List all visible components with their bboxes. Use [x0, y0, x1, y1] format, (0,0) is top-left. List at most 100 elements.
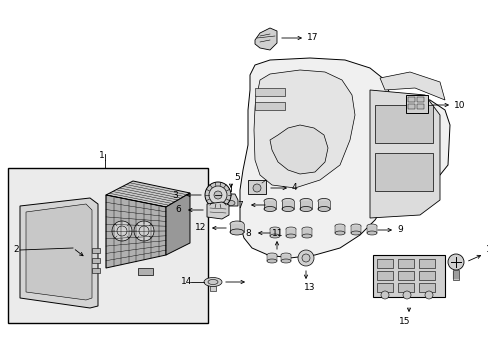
Circle shape	[208, 186, 226, 204]
Bar	[416, 104, 423, 109]
Bar	[8, 168, 207, 323]
Bar	[350, 226, 360, 233]
Polygon shape	[165, 193, 190, 255]
Ellipse shape	[299, 207, 311, 211]
Circle shape	[252, 184, 261, 192]
Text: 7: 7	[237, 201, 242, 210]
Ellipse shape	[285, 227, 295, 231]
Circle shape	[302, 254, 309, 262]
Circle shape	[204, 182, 230, 208]
Ellipse shape	[203, 278, 222, 287]
Bar	[209, 286, 216, 291]
Ellipse shape	[334, 231, 345, 235]
Bar	[254, 88, 285, 96]
Circle shape	[447, 254, 463, 270]
Bar	[452, 270, 458, 280]
Text: 4: 4	[291, 184, 297, 193]
Text: 3: 3	[172, 190, 177, 199]
Bar	[407, 104, 414, 109]
Bar	[264, 201, 275, 209]
Ellipse shape	[285, 234, 295, 238]
Ellipse shape	[299, 198, 311, 203]
Bar	[92, 248, 100, 253]
Bar	[247, 180, 265, 194]
Ellipse shape	[229, 221, 244, 227]
Text: 2: 2	[13, 246, 19, 255]
Polygon shape	[106, 181, 190, 207]
Bar	[254, 102, 285, 110]
Bar	[229, 224, 244, 232]
Bar	[372, 255, 444, 297]
Bar	[397, 283, 413, 292]
Ellipse shape	[207, 279, 218, 284]
Ellipse shape	[264, 198, 275, 203]
Circle shape	[402, 291, 410, 299]
Ellipse shape	[282, 198, 293, 203]
Ellipse shape	[264, 207, 275, 211]
Circle shape	[134, 221, 154, 241]
Bar	[407, 97, 414, 102]
Text: 8: 8	[244, 229, 250, 238]
Polygon shape	[254, 28, 276, 50]
Polygon shape	[379, 72, 444, 100]
Bar	[299, 201, 311, 209]
Bar	[418, 271, 434, 280]
Bar	[281, 255, 290, 261]
Bar	[374, 105, 432, 143]
Ellipse shape	[269, 227, 280, 231]
Ellipse shape	[229, 229, 244, 235]
Circle shape	[380, 291, 388, 299]
Ellipse shape	[281, 259, 290, 263]
Bar	[92, 258, 100, 263]
Bar	[374, 153, 432, 191]
Bar	[416, 97, 423, 102]
Bar	[285, 229, 295, 236]
Ellipse shape	[350, 231, 360, 235]
Ellipse shape	[269, 234, 280, 238]
Ellipse shape	[366, 224, 376, 228]
Polygon shape	[206, 202, 228, 219]
Bar	[266, 255, 276, 261]
Ellipse shape	[334, 224, 345, 228]
Circle shape	[214, 191, 222, 199]
Bar	[376, 271, 392, 280]
Text: 13: 13	[304, 284, 315, 292]
Text: 11: 11	[271, 230, 283, 238]
Text: 9: 9	[396, 225, 402, 234]
Polygon shape	[240, 58, 449, 258]
Polygon shape	[138, 268, 153, 275]
Bar	[418, 259, 434, 268]
Text: 14: 14	[181, 278, 192, 287]
Bar	[317, 201, 329, 209]
Polygon shape	[369, 90, 439, 218]
Text: 15: 15	[398, 316, 409, 325]
Bar	[376, 283, 392, 292]
Polygon shape	[253, 70, 354, 188]
Polygon shape	[269, 125, 327, 174]
Bar	[282, 201, 293, 209]
Polygon shape	[224, 194, 238, 206]
Bar	[397, 271, 413, 280]
Polygon shape	[20, 198, 98, 308]
Text: 16: 16	[485, 246, 488, 255]
Bar	[397, 259, 413, 268]
Polygon shape	[106, 195, 165, 268]
Bar	[269, 229, 280, 236]
Ellipse shape	[282, 207, 293, 211]
Ellipse shape	[366, 231, 376, 235]
Bar	[92, 268, 100, 273]
Bar	[366, 226, 376, 233]
Text: 5: 5	[234, 174, 239, 183]
Ellipse shape	[302, 227, 311, 231]
Ellipse shape	[317, 198, 329, 203]
Polygon shape	[26, 204, 92, 300]
Ellipse shape	[266, 259, 276, 263]
Bar	[376, 259, 392, 268]
Text: 17: 17	[306, 33, 318, 42]
Bar	[418, 283, 434, 292]
Text: 12: 12	[195, 224, 206, 233]
Bar	[302, 229, 311, 236]
Ellipse shape	[350, 224, 360, 228]
Ellipse shape	[266, 253, 276, 257]
Circle shape	[424, 291, 432, 299]
